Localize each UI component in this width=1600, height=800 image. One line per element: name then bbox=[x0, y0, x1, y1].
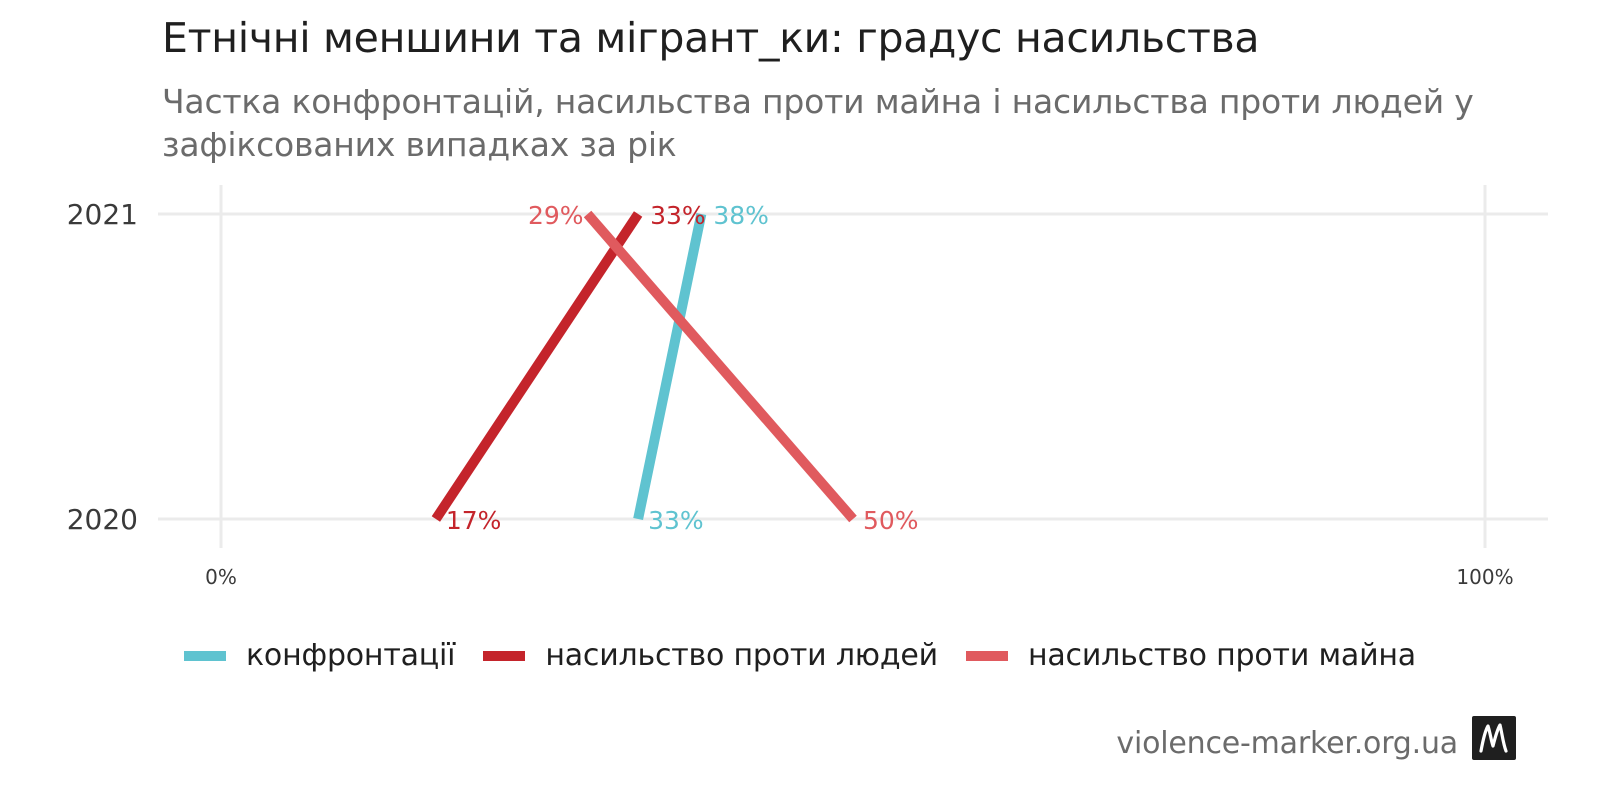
x-tick-label: 100% bbox=[1456, 565, 1513, 589]
legend-swatch bbox=[483, 650, 526, 661]
y-tick-label: 2021 bbox=[67, 198, 138, 231]
series-line bbox=[583, 210, 857, 523]
data-label: 17% bbox=[446, 506, 502, 535]
axis-labels: 2020 2021 0% 100% bbox=[67, 198, 1514, 589]
legend-item: насильство проти людей bbox=[483, 638, 938, 673]
data-label: 33% bbox=[648, 506, 704, 535]
series-line bbox=[633, 212, 707, 521]
legend-swatch bbox=[965, 650, 1008, 661]
legend-label: конфронтації bbox=[246, 638, 456, 673]
chart-title: Етнічні меншини та мігрант_ки: градус на… bbox=[162, 14, 1260, 62]
legend-swatch bbox=[184, 650, 226, 661]
series-lines bbox=[431, 210, 857, 523]
data-label: 50% bbox=[863, 506, 919, 535]
series-line bbox=[431, 211, 643, 522]
legend-item: насильство проти майна bbox=[965, 638, 1416, 673]
grid bbox=[158, 185, 1548, 548]
y-tick-label: 2020 bbox=[67, 503, 138, 536]
data-labels: 33%38%17%33%50%29% bbox=[446, 201, 919, 535]
data-label: 33% bbox=[650, 201, 706, 230]
data-label: 38% bbox=[713, 201, 769, 230]
chart-subtitle: Частка конфронтацій, насильства проти ма… bbox=[162, 82, 1474, 164]
legend: конфронтації насильство проти людей насиль… bbox=[0, 638, 1600, 673]
violence-marker-logo-icon bbox=[1472, 716, 1516, 760]
legend-label: насильство проти майна bbox=[1027, 638, 1416, 673]
legend-item: конфронтації bbox=[184, 638, 456, 673]
x-tick-label: 0% bbox=[205, 565, 237, 589]
source-credit: violence-marker.org.ua bbox=[1116, 726, 1458, 761]
legend-label: насильство проти людей bbox=[545, 638, 938, 673]
data-label: 29% bbox=[528, 201, 584, 230]
